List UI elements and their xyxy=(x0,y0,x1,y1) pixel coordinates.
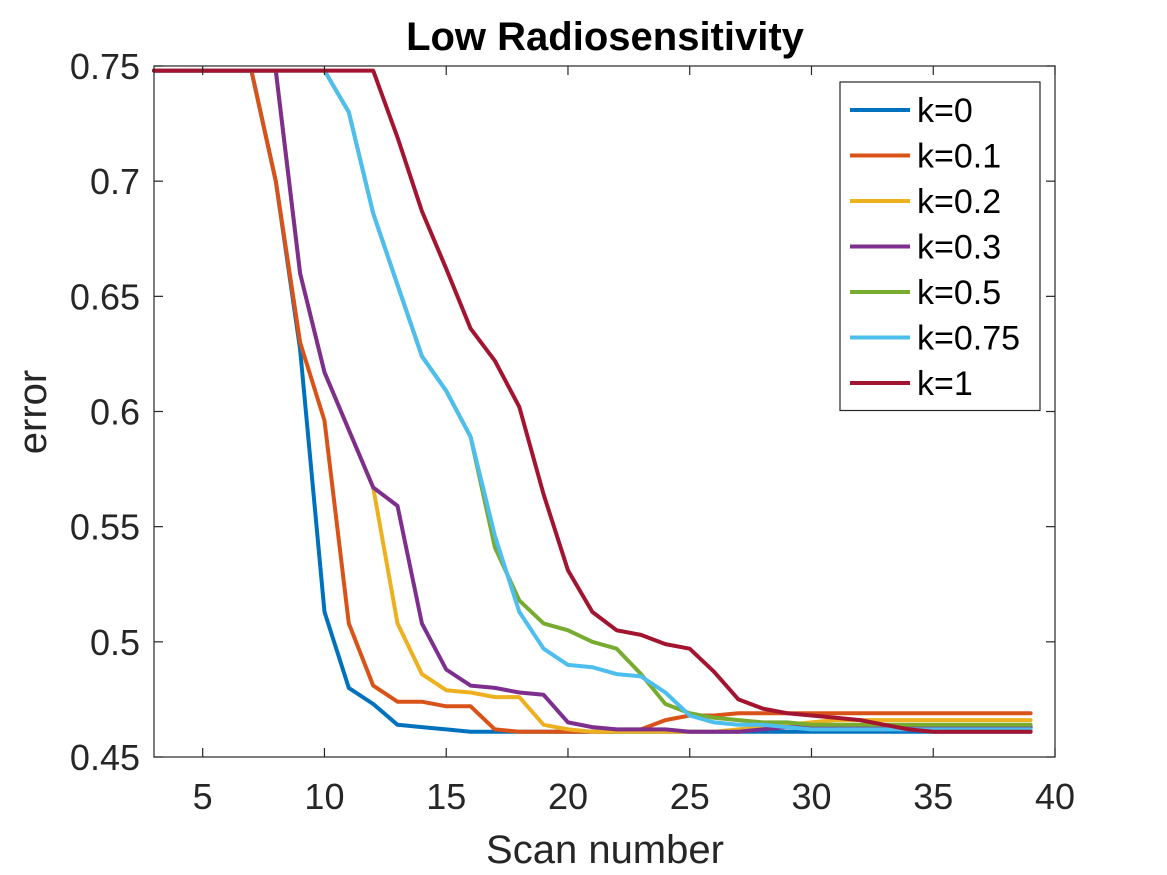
y-axis-label: error xyxy=(11,370,55,454)
legend: k=0 k=0.1 k=0.2 k=0.3 k=0.5 k=0.75 k=1 xyxy=(839,81,1041,412)
x-tick-label: 15 xyxy=(426,776,466,817)
legend-label: k=0.3 xyxy=(917,229,1001,267)
x-tick-label: 30 xyxy=(791,776,831,817)
legend-label: k=0.5 xyxy=(917,274,1001,312)
y-tick-labels: 0.45 0.5 0.55 0.6 0.65 0.7 0.75 xyxy=(70,46,140,778)
chart-title: Low Radiosensitivity xyxy=(406,15,805,59)
series-line-3 xyxy=(152,68,1033,734)
legend-label: k=0.1 xyxy=(917,138,1001,176)
x-tick-label: 10 xyxy=(304,776,344,817)
x-tick-label: 20 xyxy=(548,776,588,817)
y-tick-label: 0.45 xyxy=(70,737,140,778)
series-layer xyxy=(152,68,1033,734)
legend-label: k=0.2 xyxy=(917,183,1001,221)
x-tick-label: 5 xyxy=(193,776,213,817)
x-tick-label: 25 xyxy=(670,776,710,817)
legend-label: k=1 xyxy=(917,365,973,403)
series-line-6 xyxy=(152,68,1033,734)
legend-label: k=0.75 xyxy=(917,320,1020,358)
y-tick-label: 0.6 xyxy=(90,392,140,433)
axes-layer xyxy=(153,65,1056,758)
y-tick-label: 0.55 xyxy=(70,507,140,548)
x-axis-label: Scan number xyxy=(486,828,724,872)
x-tick-label: 35 xyxy=(913,776,953,817)
x-tick-labels: 5 10 15 20 25 30 35 40 xyxy=(193,776,1075,817)
y-tick-label: 0.75 xyxy=(70,46,140,87)
y-tick-label: 0.65 xyxy=(70,276,140,317)
x-tick-label: 40 xyxy=(1035,776,1075,817)
y-tick-label: 0.7 xyxy=(90,161,140,202)
legend-label: k=0 xyxy=(917,92,973,130)
y-tick-label: 0.5 xyxy=(90,622,140,663)
